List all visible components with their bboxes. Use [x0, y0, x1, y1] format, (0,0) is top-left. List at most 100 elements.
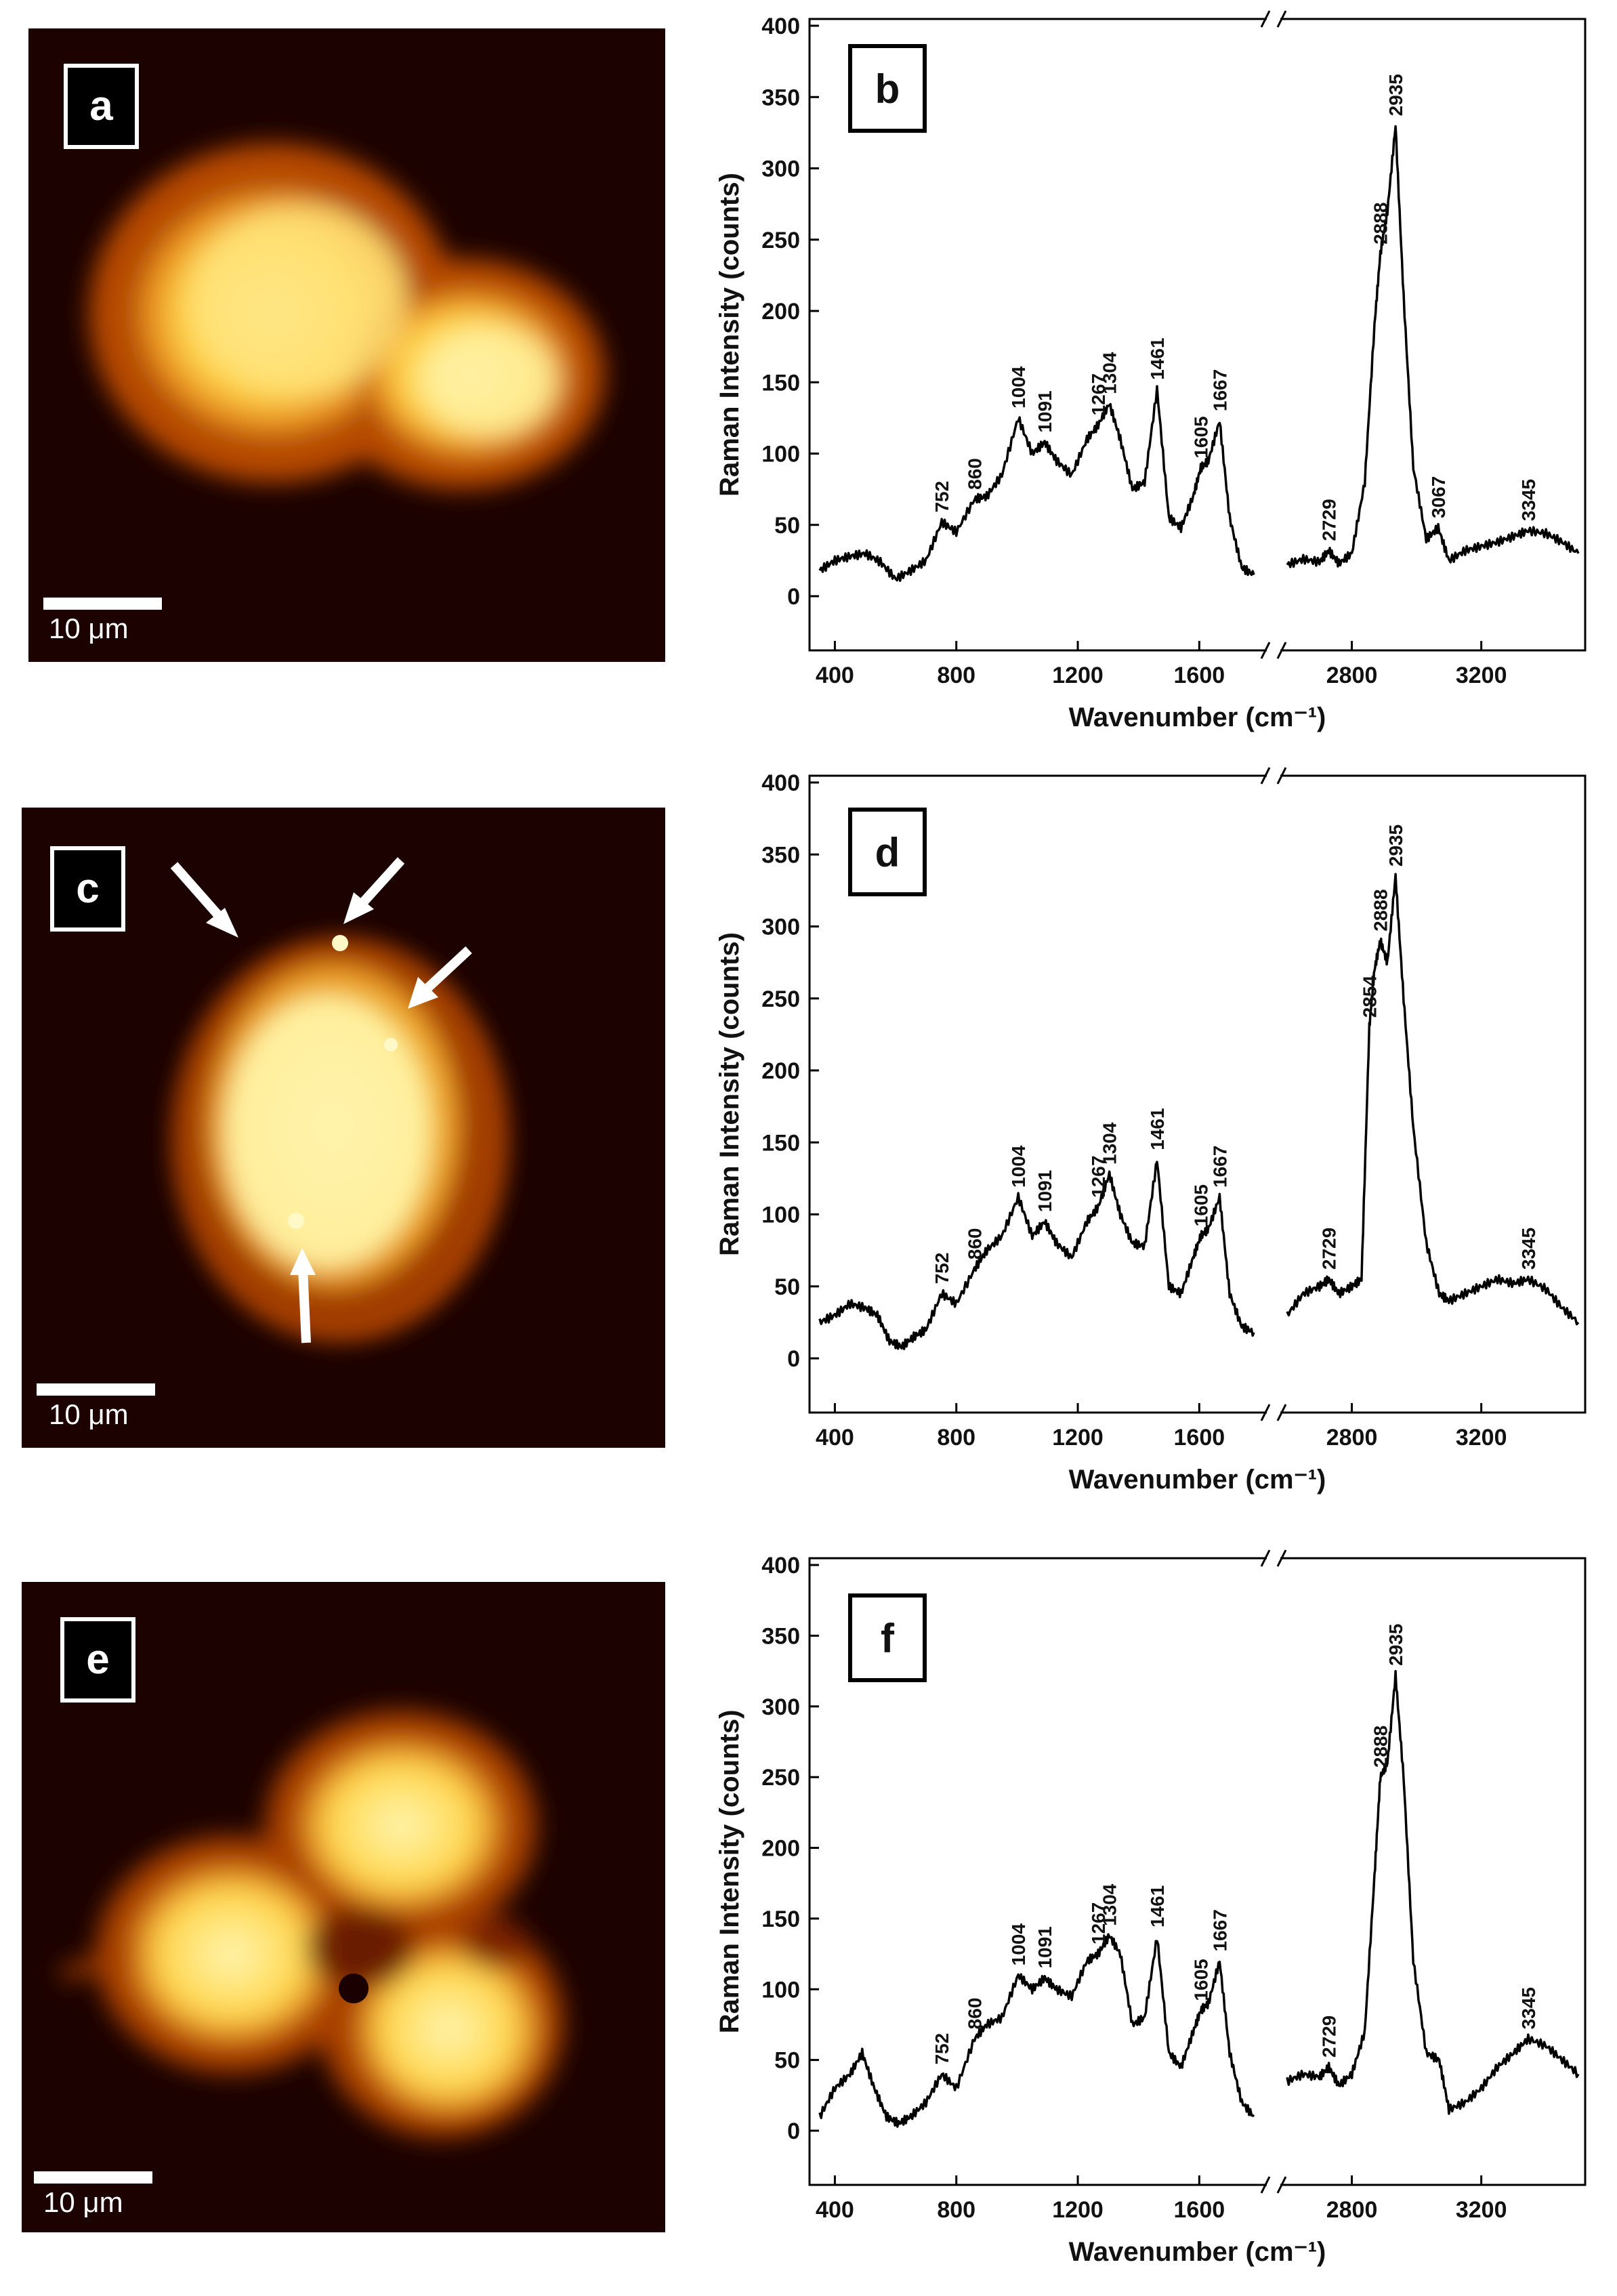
- cell-fluorescence: [60, 1711, 564, 2137]
- cell-fluorescence: [89, 144, 604, 489]
- peak-label: 1667: [1209, 369, 1230, 411]
- y-tick-label: 150: [761, 1906, 800, 1932]
- peak-label: 1667: [1209, 1909, 1230, 1951]
- peak-label: 1605: [1191, 1184, 1212, 1226]
- y-tick-label: 0: [787, 2118, 800, 2144]
- peak-label: 1004: [1008, 1923, 1029, 1966]
- axis-break-mark: [1276, 1549, 1287, 1567]
- peak-label: 2935: [1385, 74, 1406, 116]
- x-tick-label: 3200: [1456, 2197, 1507, 2223]
- axis-break-gap: [1267, 642, 1280, 659]
- peak-label: 752: [931, 481, 952, 513]
- axis-break-mark: [1260, 642, 1271, 659]
- panel-label-box: [848, 44, 927, 133]
- x-axis-title: Wavenumber (cm⁻¹): [1069, 2237, 1326, 2267]
- x-tick-label: 800: [937, 663, 975, 688]
- x-axis-title: Wavenumber (cm⁻¹): [1069, 703, 1326, 732]
- peak-label: 860: [965, 1998, 986, 2030]
- peak-label: 1304: [1099, 1122, 1120, 1165]
- peak-label: 1461: [1147, 1108, 1168, 1150]
- cell-fluorescence: [171, 936, 509, 1343]
- y-tick-label: 400: [761, 1553, 800, 1579]
- y-tick-label: 50: [774, 2048, 800, 2074]
- peak-label: 2888: [1370, 1726, 1391, 1768]
- peak-label: 1091: [1034, 1926, 1055, 1968]
- y-tick-label: 400: [761, 770, 800, 796]
- peak-label: 752: [931, 1253, 952, 1285]
- bright-spot: [288, 1213, 304, 1229]
- peak-label: 2888: [1370, 203, 1391, 245]
- peak-label: 3067: [1428, 476, 1449, 518]
- peak-label: 1605: [1191, 416, 1212, 458]
- x-tick-label: 2800: [1326, 663, 1378, 688]
- axis-break-gap: [1267, 11, 1280, 27]
- x-axis-title: Wavenumber (cm⁻¹): [1069, 1465, 1326, 1495]
- peak-label: 2888: [1370, 889, 1391, 931]
- peak-label: 1091: [1034, 390, 1055, 432]
- peak-label: 3345: [1518, 1987, 1539, 2029]
- panel-label: a: [89, 83, 113, 129]
- plot-frame: [808, 18, 1587, 652]
- panel-label-box: [64, 64, 139, 149]
- image-panel-c: c 10 μm: [22, 808, 665, 1448]
- axis-break-mark: [1276, 767, 1287, 785]
- axis-break-mark: [1260, 1404, 1271, 1421]
- spectrum-chart-f: 0 50 100 150 200 250 300 350 400 400 800 1200 1600 28…: [715, 1549, 1587, 2267]
- bright-spot: [384, 1038, 398, 1051]
- axis-break-gap: [1267, 2177, 1280, 2193]
- y-tick-label: 250: [761, 1765, 800, 1791]
- x-tick-label: 800: [937, 2197, 975, 2223]
- peak-label: 2935: [1385, 825, 1406, 867]
- x-tick-label: 3200: [1456, 663, 1507, 688]
- y-tick-label: 250: [761, 228, 800, 253]
- scale-bar: [43, 598, 162, 610]
- y-tick-label: 100: [761, 1977, 800, 2003]
- y-axis-title: Raman Intensity (counts): [715, 1710, 744, 2034]
- plot-frame: [808, 774, 1587, 1414]
- axis-break-gap: [1267, 1404, 1280, 1421]
- peak-label: 1461: [1147, 337, 1168, 379]
- arrow-icon: [353, 857, 405, 913]
- y-tick-label: 350: [761, 842, 800, 868]
- panel-label-box: [50, 846, 125, 932]
- y-tick-label: 100: [761, 442, 800, 467]
- y-tick-label: 350: [761, 1623, 800, 1649]
- y-tick-label: 400: [761, 14, 800, 39]
- peak-label: 1267: [1088, 1156, 1109, 1198]
- arrow-icon: [343, 892, 374, 924]
- peak-label: 1091: [1034, 1170, 1055, 1212]
- peak-label: 1004: [1008, 1145, 1029, 1188]
- y-tick-label: 100: [761, 1203, 800, 1228]
- axis-break-mark: [1260, 2176, 1271, 2194]
- dark-spot: [339, 1974, 369, 2003]
- x-tick-label: 400: [816, 1425, 854, 1450]
- y-axis-title: Raman Intensity (counts): [715, 932, 744, 1256]
- x-tick-label: 1600: [1174, 663, 1225, 688]
- arrow-icon: [206, 908, 238, 938]
- y-tick-label: 300: [761, 915, 800, 940]
- scale-bar-label: 10 μm: [49, 1398, 129, 1430]
- x-tick-label: 1600: [1174, 1425, 1225, 1450]
- y-tick-label: 50: [774, 1274, 800, 1300]
- axis-break-gap: [1267, 1550, 1280, 1566]
- axis-break-gap: [1267, 768, 1280, 784]
- panel-label: c: [76, 865, 100, 912]
- y-tick-label: 300: [761, 1694, 800, 1720]
- scale-bar: [37, 1383, 155, 1396]
- panel-label: f: [881, 1616, 895, 1661]
- axis-break-mark: [1260, 10, 1271, 28]
- y-tick-label: 150: [761, 370, 800, 396]
- peak-label: 1304: [1099, 1883, 1120, 1926]
- y-tick-label: 250: [761, 986, 800, 1012]
- peak-label: 860: [965, 458, 986, 490]
- x-tick-label: 1600: [1174, 2197, 1225, 2223]
- y-tick-label: 0: [787, 1346, 800, 1372]
- x-tick-label: 1200: [1052, 1425, 1104, 1450]
- peak-label: 752: [931, 2033, 952, 2065]
- peak-label: 3345: [1518, 479, 1539, 521]
- y-tick-label: 200: [761, 1058, 800, 1084]
- peak-label: 1605: [1191, 1959, 1212, 2001]
- x-tick-label: 800: [937, 1425, 975, 1450]
- axis-break-mark: [1260, 1549, 1271, 1567]
